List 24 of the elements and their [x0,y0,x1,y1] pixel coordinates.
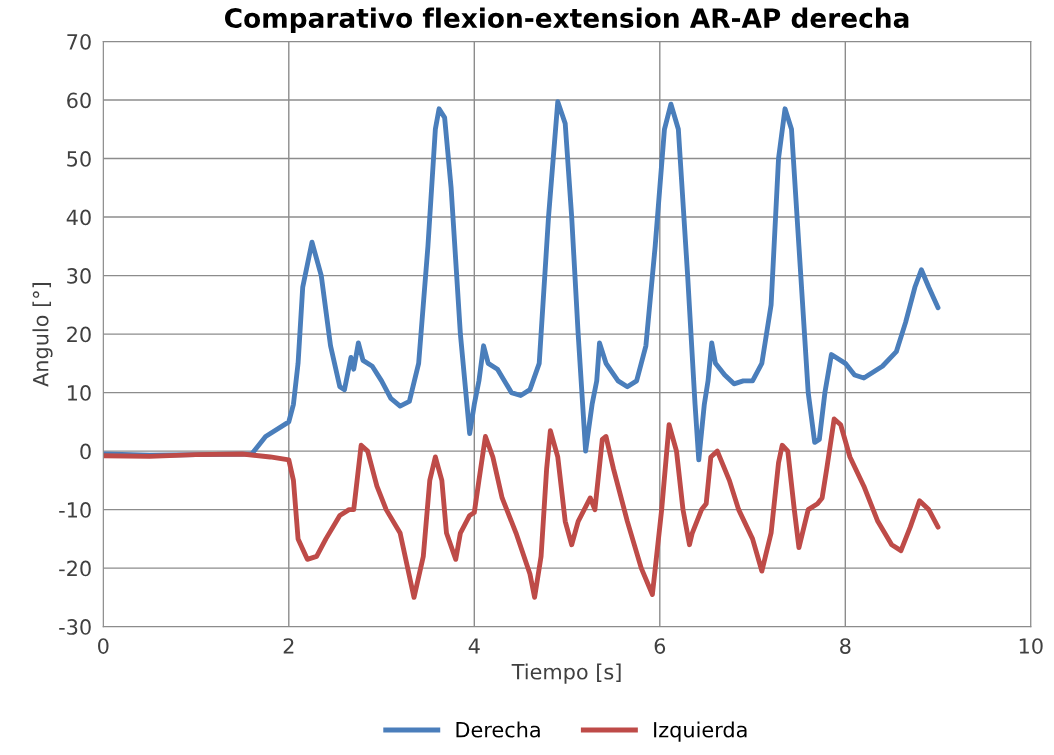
y-tick-label: 20 [67,326,91,343]
y-tick-label: 0 [80,443,91,460]
y-tick-label: 30 [67,268,91,284]
legend-label: Izquierda [654,721,747,742]
y-tick-label: 70 [67,33,91,50]
y-tick-label: 50 [67,151,91,167]
x-tick-label: 4 [468,638,480,654]
x-axis-title: Tiempo [s] [511,663,621,684]
y-tick-label: 40 [66,209,91,226]
x-tick-label: 10 [1019,638,1043,654]
x-tick-label: 8 [840,638,851,654]
y-tick-label: -30 [59,619,91,635]
x-tick-label: 0 [98,638,109,654]
y-tick-label: -20 [59,560,91,577]
y-tick-label: 10 [67,385,91,401]
line-series [103,99,941,463]
y-tick-label: -10 [59,502,91,518]
chart-title: Comparativo flexion-extension AR-AP derecha [225,7,909,34]
line-series [103,416,941,600]
legend-label: Derecha [456,721,540,738]
x-tick-label: 2 [283,638,294,654]
y-axis-title: Angulo [°] [32,283,53,387]
y-tick-label: 60 [67,92,91,109]
x-tick-label: 6 [654,638,666,654]
